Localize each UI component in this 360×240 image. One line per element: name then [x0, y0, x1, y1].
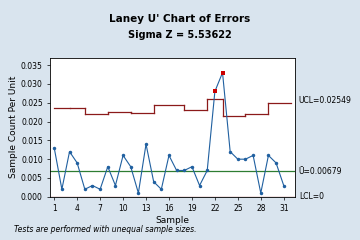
Y-axis label: Sample Count Per Unit: Sample Count Per Unit	[9, 76, 18, 178]
Text: Laney U' Chart of Errors: Laney U' Chart of Errors	[109, 14, 251, 24]
Text: Tests are performed with unequal sample sizes.: Tests are performed with unequal sample …	[14, 225, 197, 234]
Text: Ū=0.00679: Ū=0.00679	[299, 167, 342, 176]
X-axis label: Sample: Sample	[156, 216, 190, 225]
Text: LCL=0: LCL=0	[299, 192, 324, 201]
Text: Sigma Z = 5.53622: Sigma Z = 5.53622	[128, 30, 232, 40]
Text: UCL=0.02549: UCL=0.02549	[299, 96, 352, 105]
